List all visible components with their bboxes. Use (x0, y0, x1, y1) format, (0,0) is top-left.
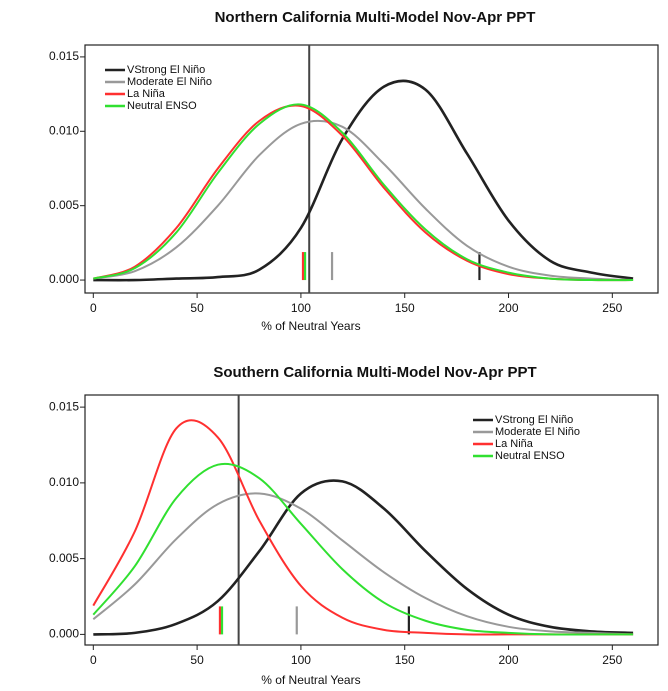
density-curve (93, 479, 634, 636)
legend-label: VStrong El Niño (127, 64, 205, 76)
x-tick-label: 250 (602, 301, 622, 315)
x-tick-label: 100 (291, 653, 311, 667)
chart-title: Northern California Multi-Model Nov-Apr … (215, 9, 536, 26)
x-tick-label: 50 (190, 301, 204, 315)
density-curve (92, 462, 634, 636)
x-tick-label: 200 (499, 301, 519, 315)
density-curve (92, 492, 634, 636)
y-tick-label: 0.010 (49, 475, 79, 489)
legend-label: Moderate El Niño (127, 76, 212, 88)
y-tick-label: 0.000 (49, 627, 79, 641)
legend-label: VStrong El Niño (495, 414, 573, 426)
x-tick-label: 150 (395, 301, 415, 315)
legend-label: Neutral ENSO (495, 450, 565, 462)
legend-label: Moderate El Niño (495, 426, 580, 438)
y-tick-label: 0.000 (49, 272, 79, 286)
plot-frame (84, 44, 659, 294)
legend-label: La Niña (127, 88, 166, 100)
legend-label: La Niña (495, 438, 534, 450)
y-tick-label: 0.015 (49, 399, 79, 413)
y-tick-label: 0.015 (49, 49, 79, 63)
chart-title: Southern California Multi-Model Nov-Apr … (213, 364, 536, 381)
density-curve (93, 103, 634, 282)
x-tick-label: 150 (395, 653, 415, 667)
y-tick-label: 0.005 (49, 198, 79, 212)
density-curve (93, 119, 634, 282)
x-tick-label: 250 (602, 653, 622, 667)
density-curve (93, 104, 634, 282)
density-curve (93, 79, 634, 282)
plot-frame (84, 394, 659, 646)
x-tick-label: 0 (90, 653, 97, 667)
x-tick-label: 200 (499, 653, 519, 667)
x-axis-label: % of Neutral Years (261, 319, 360, 333)
legend-label: Neutral ENSO (127, 100, 197, 112)
x-axis-label: % of Neutral Years (261, 673, 360, 687)
x-tick-label: 100 (291, 301, 311, 315)
x-tick-label: 0 (90, 301, 97, 315)
x-tick-label: 50 (190, 653, 204, 667)
y-tick-label: 0.005 (49, 551, 79, 565)
y-tick-label: 0.010 (49, 123, 79, 137)
